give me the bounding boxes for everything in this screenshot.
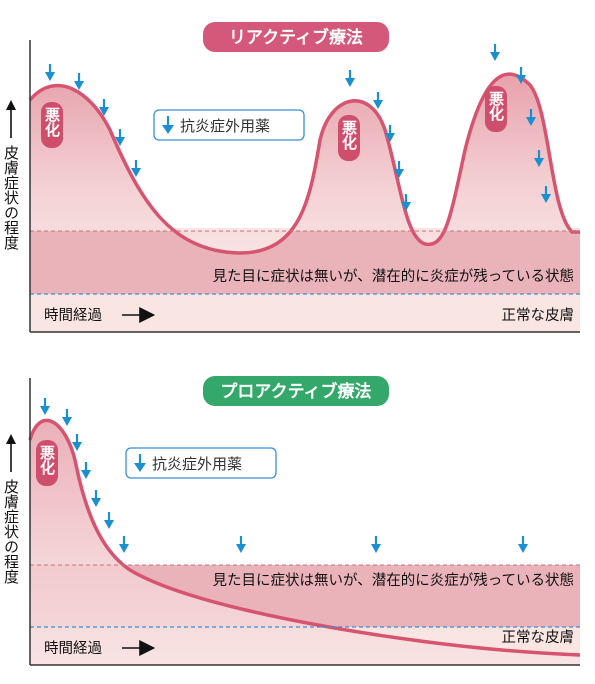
legend-down-arrow-icon xyxy=(134,454,146,472)
reactive-panel: リアクティブ療法 皮膚症状の程度 悪化 悪化 悪化 抗炎症外用薬 見た目に症状は… xyxy=(2,22,580,333)
down-arrow-icon xyxy=(516,67,526,84)
proactive-ylabel: 皮膚症状の程度 xyxy=(2,479,20,584)
legend-label: 抗炎症外用薬 xyxy=(152,455,242,473)
down-arrow-icon xyxy=(345,70,355,87)
down-arrow-icon xyxy=(401,194,411,211)
down-arrow-icon xyxy=(91,490,101,507)
down-arrow-icon xyxy=(385,125,395,142)
flare-label: 悪化 xyxy=(43,107,61,137)
down-arrow-icon xyxy=(104,512,114,529)
flare-badge xyxy=(41,102,63,148)
reactive-title: リアクティブ療法 xyxy=(229,27,363,48)
down-arrow-icon xyxy=(371,536,381,553)
flare-label: 悪化 xyxy=(487,91,505,121)
down-arrow-icon xyxy=(518,536,528,553)
y-axis-label-arrowhead-icon xyxy=(6,100,16,110)
normal-skin-label: 正常な皮膚 xyxy=(502,629,575,646)
time-label: 時間経過 xyxy=(44,640,102,657)
flare-label: 悪化 xyxy=(340,120,358,150)
latent-inflammation-band xyxy=(30,231,580,294)
down-arrow-icon xyxy=(534,150,544,167)
symptom-curve xyxy=(28,72,580,255)
down-arrow-icon xyxy=(490,44,500,61)
down-arrow-icon xyxy=(99,99,109,116)
down-arrow-icon xyxy=(45,64,55,81)
proactive-title-badge xyxy=(203,376,389,406)
legend-box xyxy=(153,109,305,141)
down-arrow-icon xyxy=(81,462,91,479)
down-arrow-icon xyxy=(72,434,82,451)
flare-badge xyxy=(338,115,360,161)
flare-badge xyxy=(36,440,58,486)
latent-text: 見た目に症状は無いが、潜在的に炎症が残っている状態 xyxy=(213,572,574,589)
reactive-ylabel: 皮膚症状の程度 xyxy=(2,145,20,250)
legend-down-arrow-icon xyxy=(162,116,174,134)
latent-text: 見た目に症状は無いが、潜在的に炎症が残っている状態 xyxy=(213,268,574,285)
time-label: 時間経過 xyxy=(44,307,102,324)
down-arrow-icon xyxy=(131,160,141,177)
y-axis-label: 皮膚症状の程度 xyxy=(2,100,20,250)
proactive-panel: プロアクティブ療法 皮膚症状の程度 悪化 抗炎症外用薬 見た目に症状は無いが、潜… xyxy=(2,376,581,666)
symptom-area xyxy=(30,420,580,665)
down-arrow-icon xyxy=(40,398,50,415)
legend-box xyxy=(125,447,277,479)
down-arrow-icon xyxy=(526,109,536,126)
symptom-area xyxy=(30,74,580,253)
y-axis-label: 皮膚症状の程度 xyxy=(2,434,20,584)
treatment-arrows xyxy=(40,398,528,553)
treatment-arrows xyxy=(45,44,551,211)
down-arrow-icon xyxy=(62,409,72,426)
down-arrow-icon xyxy=(74,73,84,90)
down-arrow-icon xyxy=(119,536,129,553)
flare-badge xyxy=(485,86,507,132)
legend-label: 抗炎症外用薬 xyxy=(180,117,270,135)
symptom-curve xyxy=(28,418,581,657)
down-arrow-icon xyxy=(394,161,404,178)
proactive-title: プロアクティブ療法 xyxy=(220,381,371,402)
down-arrow-icon xyxy=(373,92,383,109)
down-arrow-icon xyxy=(236,536,246,553)
flare-label: 悪化 xyxy=(38,445,56,475)
y-axis-label-arrowhead-icon xyxy=(6,434,16,444)
down-arrow-icon xyxy=(541,186,551,203)
reactive-title-badge xyxy=(203,22,389,52)
normal-skin-label: 正常な皮膚 xyxy=(502,307,575,324)
down-arrow-icon xyxy=(115,129,125,146)
